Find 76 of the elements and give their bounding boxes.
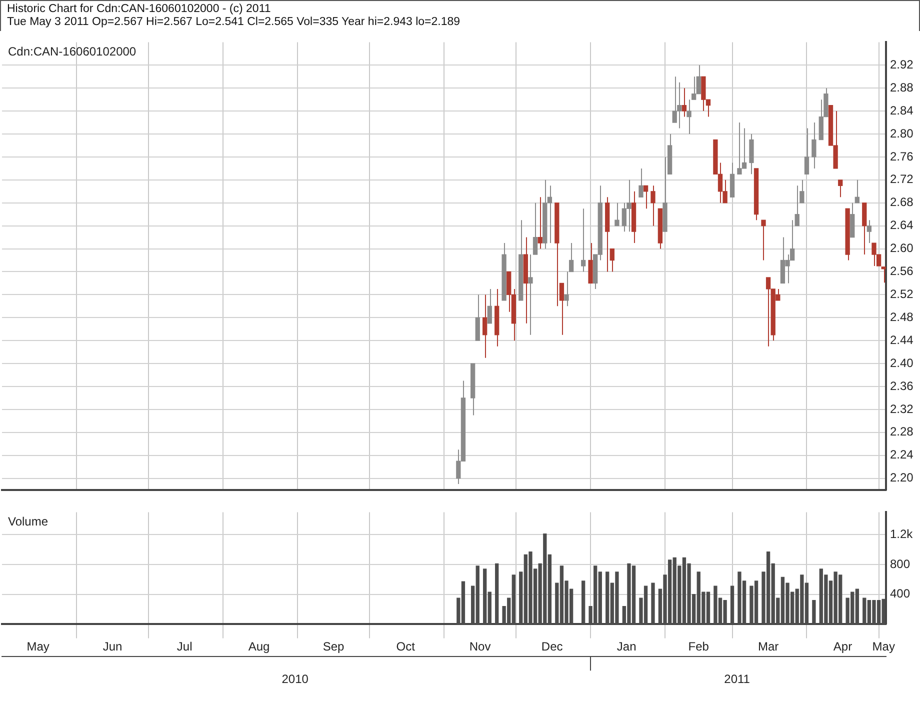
candlestick — [532, 202, 538, 255]
annotation: Cdn:CAN-16060102000 — [8, 44, 136, 59]
y-tick-label: 2.20 — [890, 470, 914, 485]
y-tick-label: 2.44 — [890, 332, 914, 347]
y-tick-label: 2.60 — [890, 241, 914, 256]
y-tick-label: 2.52 — [890, 287, 914, 302]
candlestick — [487, 288, 492, 324]
candlestick — [682, 88, 687, 118]
y-tick-label: 2.80 — [890, 126, 914, 140]
y-tick-label: 2.48 — [890, 310, 914, 324]
y-tick-label: 2.28 — [890, 424, 914, 439]
candlestick — [749, 134, 754, 175]
x-tick-label: Apr — [833, 640, 852, 654]
candlestick — [518, 220, 524, 301]
candlestick — [812, 122, 816, 169]
x-tick-label: Dec — [541, 640, 563, 654]
y-tick-label: 2.88 — [890, 80, 914, 94]
candlestick — [631, 190, 636, 244]
candlestick — [588, 242, 593, 284]
candlestick — [494, 288, 500, 347]
x-tick-label: Mar — [758, 640, 779, 654]
y-tick-label: 1.2k — [890, 526, 914, 541]
y-tick-label: 2.24 — [890, 448, 914, 462]
y-tick-label: 2.40 — [890, 356, 914, 370]
candlestick — [528, 254, 533, 336]
y-tick-label: 2.84 — [890, 103, 914, 118]
y-tick-label: 400 — [890, 586, 910, 601]
candlestick — [643, 185, 648, 210]
x-tick-label: May — [26, 640, 50, 654]
candlestick — [470, 363, 476, 416]
candlestick — [475, 294, 480, 341]
candlestick — [580, 208, 586, 272]
x-tick-label: Feb — [688, 640, 710, 654]
candlestick — [838, 180, 843, 198]
candlestick — [538, 196, 542, 250]
x-tick-label: Jun — [102, 640, 122, 654]
candlestick — [862, 202, 867, 256]
x-tick-label: Oct — [396, 640, 416, 654]
y-tick-label: 2.56 — [890, 264, 914, 278]
x-tick-label: Nov — [469, 640, 491, 654]
y-tick-label: 2.36 — [890, 378, 914, 393]
x-tick-label: Jan — [616, 640, 636, 654]
candlestick — [854, 179, 860, 204]
candlestick — [761, 220, 766, 261]
candlestick — [605, 196, 610, 272]
candlestick — [523, 236, 528, 324]
y-tick-label: 2.92 — [890, 57, 914, 72]
y-tick-label: 2.68 — [890, 195, 914, 210]
candlestick — [730, 162, 735, 198]
x-tick-label: Jul — [176, 640, 192, 654]
x-tick-label: Sep — [322, 640, 344, 654]
candlestick — [650, 185, 656, 226]
y-tick-label: 2.76 — [890, 149, 914, 164]
candlestick — [804, 128, 810, 175]
x2-tick-label: 2011 — [724, 672, 750, 686]
candlestick — [850, 202, 855, 238]
y-tick-label: 2.72 — [890, 172, 914, 186]
candlestick — [638, 168, 644, 198]
x-tick-label: May — [872, 640, 895, 654]
candlestick — [502, 242, 506, 301]
candlestick — [658, 208, 663, 250]
x2-tick-label: 2010 — [282, 672, 309, 686]
chart-subtitle: Tue May 3 2011 Op=2.567 Hi=2.567 Lo=2.541 Cl=2.565 Vol=335 Year hi=2.943 lo=2.189 — [7, 16, 462, 29]
y-tick-label: 2.64 — [890, 218, 914, 232]
annotation: Volume — [8, 514, 48, 529]
x-tick-label: Aug — [248, 640, 270, 654]
chart-title: Historic Chart for Cdn:CAN-16060102000 - (c) 2011 — [7, 3, 272, 16]
candlestick — [866, 220, 872, 244]
y-tick-label: 2.32 — [890, 402, 914, 416]
candlestick — [614, 202, 620, 226]
y-tick-label: 800 — [890, 556, 910, 571]
candlestick — [881, 266, 886, 284]
candlestick — [482, 294, 488, 358]
candlestick — [610, 248, 614, 272]
candlestick — [845, 208, 850, 261]
candlestick — [754, 168, 759, 221]
